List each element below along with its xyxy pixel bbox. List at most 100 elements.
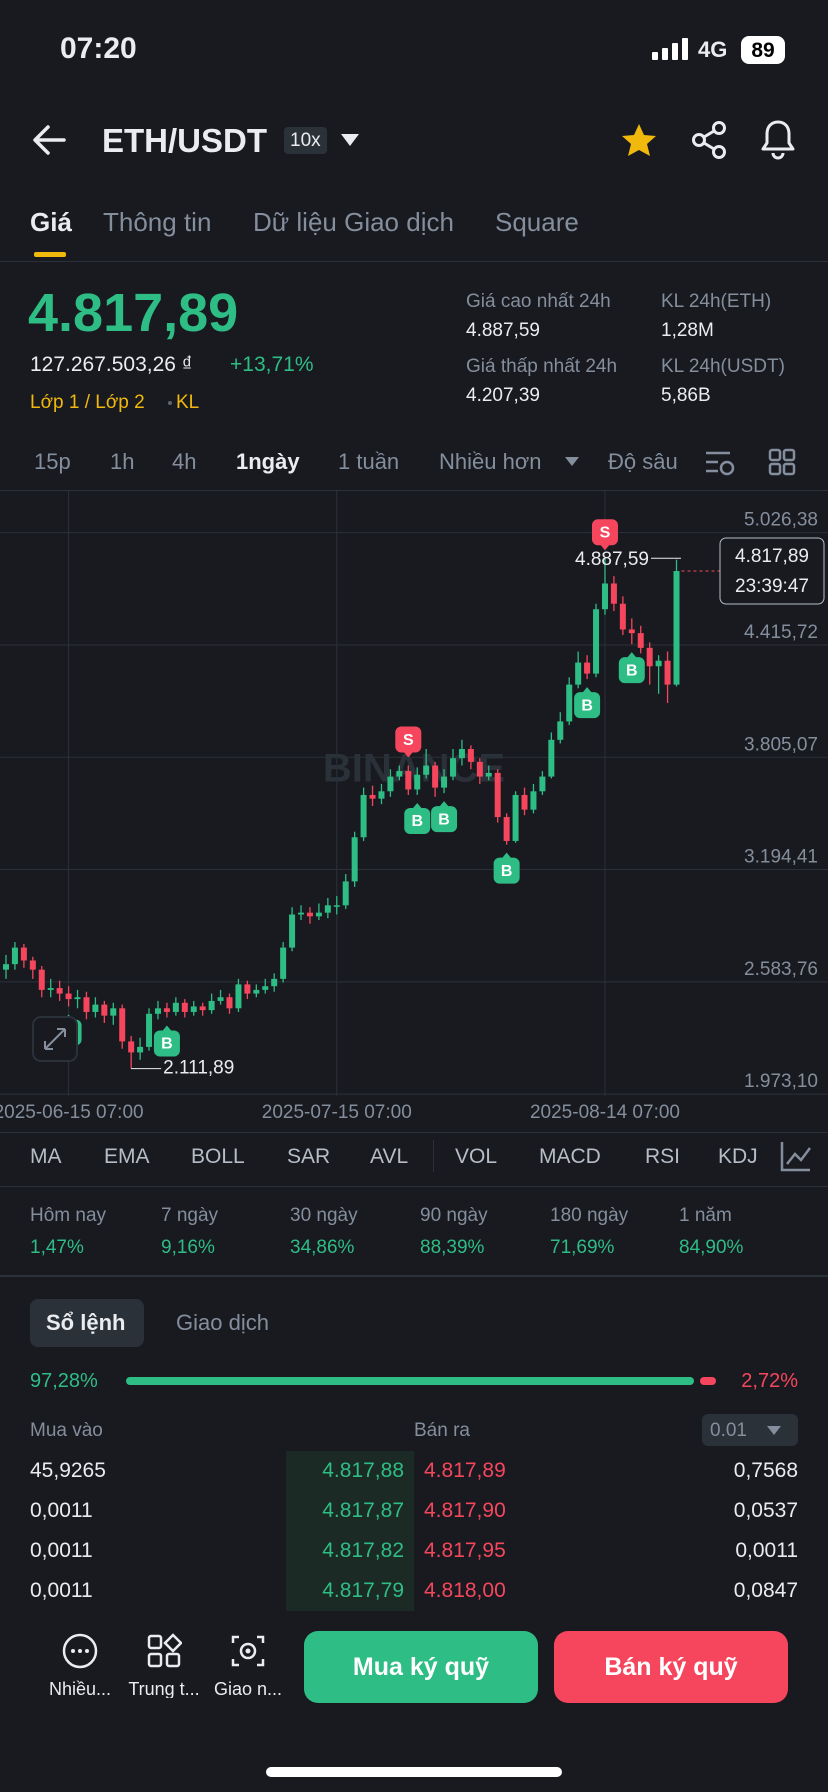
more-dropdown[interactable] — [564, 456, 580, 467]
candle-body — [154, 1008, 161, 1014]
divider — [0, 1275, 828, 1277]
candle-body — [387, 776, 394, 792]
candle-body — [673, 571, 680, 685]
trade-marker-pointer — [599, 544, 610, 551]
indicator-separator — [433, 1140, 434, 1172]
interval[interactable]: Nhiều hơn — [439, 449, 542, 474]
chart-settings-icon[interactable] — [704, 448, 736, 478]
candle-body — [476, 761, 483, 777]
ask-quantity: 0,7568 — [733, 1459, 798, 1482]
buy-button[interactable]: Mua ký quỹ — [304, 1631, 538, 1703]
indicator[interactable]: VOL — [455, 1145, 498, 1168]
layout-icon[interactable] — [768, 448, 796, 476]
sell-button[interactable]: Bán ký quỹ — [554, 1631, 788, 1703]
separator-dot — [168, 401, 172, 405]
candle-body — [92, 1004, 99, 1012]
x-tick-label: 2025-08-14 07:00 — [530, 1102, 680, 1123]
trade-marker — [493, 857, 520, 884]
bottom-item-label[interactable]: Nhiều... — [48, 1680, 112, 1698]
stat-value: 4.887,59 — [466, 320, 540, 341]
candle-body — [432, 765, 439, 788]
indicator-settings-icon[interactable] — [780, 1140, 812, 1172]
trade-marker-pointer — [626, 652, 637, 659]
bid-depth — [286, 1451, 414, 1611]
candle-body — [441, 776, 448, 788]
interval[interactable]: 15p — [34, 449, 71, 474]
favorite-icon[interactable] — [620, 122, 658, 158]
trades-tab[interactable]: Giao dịch — [176, 1310, 269, 1335]
order-book-tab[interactable]: Sổ lệnh — [46, 1310, 126, 1335]
trade-marker — [618, 657, 645, 684]
trade-marker-label: B — [161, 1036, 173, 1053]
candle-body — [208, 1000, 215, 1011]
candle-body — [298, 912, 305, 915]
interval[interactable]: 4h — [172, 449, 197, 474]
bottom-item-label[interactable]: Trung t... — [128, 1680, 200, 1698]
bid-quantity: 0,0011 — [30, 1499, 93, 1522]
pair-dropdown[interactable] — [340, 133, 360, 147]
bid-quantity: 0,0011 — [30, 1539, 93, 1562]
volume-tag[interactable]: KL — [176, 392, 200, 413]
copy-trade-icon[interactable] — [230, 1633, 266, 1669]
candle-body — [199, 1006, 206, 1011]
indicator[interactable]: MACD — [539, 1145, 601, 1168]
ask-quantity: 0,0537 — [733, 1499, 798, 1522]
candle-body — [289, 914, 296, 948]
precision-value[interactable]: 0.01 — [710, 1420, 747, 1441]
trade-marker-label: B — [501, 863, 513, 880]
bottom-item-label[interactable]: Giao n... — [213, 1680, 283, 1698]
share-icon[interactable] — [690, 120, 728, 160]
back-button[interactable] — [32, 124, 68, 156]
candle-body — [664, 660, 671, 685]
last-price-label: 4.817,89 — [735, 546, 809, 567]
tab[interactable]: Square — [495, 207, 579, 237]
alert-icon[interactable] — [760, 118, 796, 160]
countdown: 23:39:47 — [735, 576, 809, 597]
stat-value: 4.207,39 — [466, 385, 540, 406]
candle-body — [530, 791, 537, 810]
pair-title[interactable]: ETH/USDT — [102, 122, 267, 159]
y-tick-label: 3.194,41 — [744, 847, 818, 868]
interval[interactable]: 1h — [110, 449, 135, 474]
interval[interactable]: Độ sâu — [608, 449, 678, 474]
x-tick-label: 2025-06-15 07:00 — [0, 1102, 144, 1123]
indicator[interactable]: AVL — [370, 1145, 409, 1168]
precision-select[interactable] — [702, 1414, 798, 1446]
y-tick-label: 4.415,72 — [744, 622, 818, 643]
tab[interactable]: Thông tin — [103, 207, 212, 237]
interval[interactable]: 1ngày — [236, 449, 300, 474]
indicator[interactable]: SAR — [287, 1145, 331, 1168]
indicator[interactable]: EMA — [104, 1145, 150, 1168]
candle-body — [351, 837, 358, 882]
network: 4G — [698, 37, 728, 62]
indicator[interactable]: KDJ — [718, 1145, 758, 1168]
center-icon[interactable] — [146, 1633, 182, 1669]
candle-body — [315, 912, 322, 917]
expand-chart-button[interactable] — [32, 1016, 78, 1062]
ask-header: Bán ra — [414, 1420, 470, 1441]
interval[interactable]: 1 tuần — [338, 449, 400, 474]
candle-body — [378, 791, 385, 799]
candle-body — [38, 969, 45, 990]
trade-marker — [153, 1030, 180, 1057]
indicator[interactable]: MA — [30, 1145, 62, 1168]
indicator[interactable]: BOLL — [191, 1145, 245, 1168]
candle-body — [65, 993, 72, 1000]
trade-marker-label: B — [581, 697, 593, 714]
more-icon[interactable] — [62, 1633, 98, 1669]
candle-body — [137, 1046, 144, 1053]
tab[interactable]: Dữ liệu Giao dịch — [253, 207, 454, 237]
period-value: 34,86% — [290, 1237, 355, 1258]
candle-body — [101, 1004, 108, 1016]
indicator[interactable]: RSI — [645, 1145, 681, 1168]
clock: 07:20 — [60, 32, 137, 65]
candle-body — [146, 1013, 153, 1047]
layer-tag[interactable]: Lớp 1 / Lớp 2 — [30, 392, 145, 413]
precision-dropdown[interactable] — [766, 1425, 782, 1436]
candle-body — [566, 684, 573, 722]
candle-body — [423, 765, 430, 775]
trade-marker-label: S — [600, 524, 611, 541]
trade-marker — [404, 807, 431, 834]
active-tab-indicator — [34, 252, 66, 257]
tab[interactable]: Giá — [30, 207, 72, 237]
